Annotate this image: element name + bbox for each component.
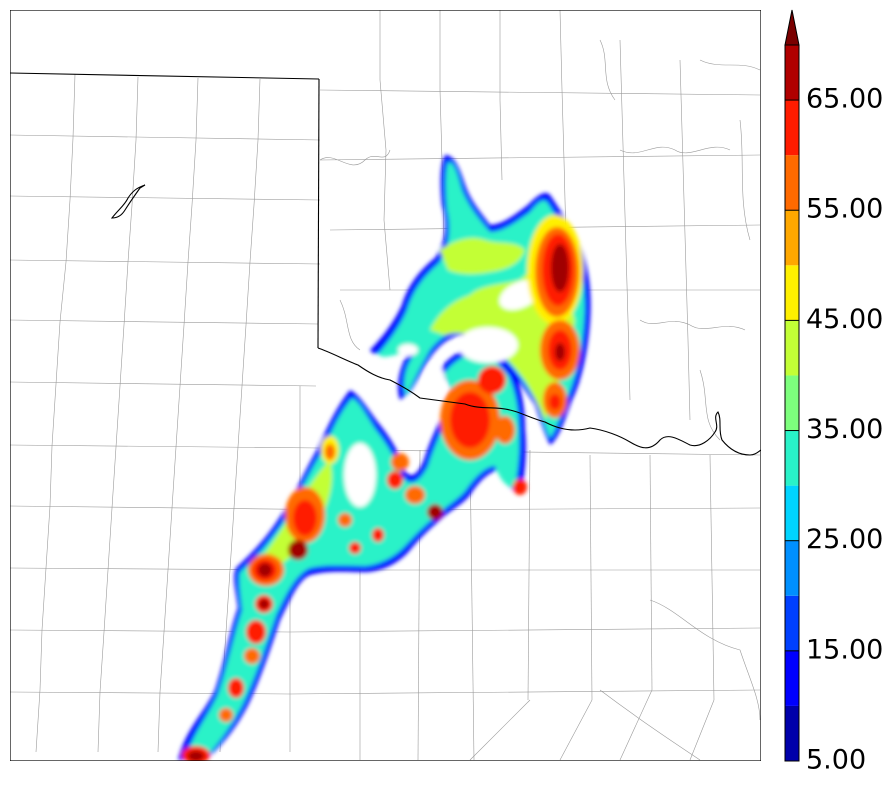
state-line-panhandle-east — [317, 78, 320, 349]
field-hole — [344, 443, 376, 507]
field-cells — [182, 215, 583, 761]
map-background — [10, 10, 761, 761]
colorbar-bin — [785, 705, 799, 761]
colorbar-tick-label: 15.00 — [806, 634, 883, 665]
field-band-mid — [185, 351, 520, 760]
colorbar: 5.00 15.00 25.00 35.00 45.00 55.00 65.00 — [784, 9, 883, 776]
contour-field — [178, 155, 591, 761]
colorbar-bin — [785, 155, 799, 211]
colorbar-tick-label: 45.00 — [806, 304, 883, 335]
field-hole — [425, 364, 445, 400]
colorbar-bin — [785, 265, 799, 321]
colorbar-bin — [785, 45, 799, 101]
state-line-panhandle-north — [10, 72, 320, 80]
colorbar-tick-label: 35.00 — [806, 414, 883, 445]
colorbar-tick-label: 25.00 — [806, 524, 883, 555]
map-panel — [10, 10, 761, 761]
colorbar-extend-triangle — [784, 9, 800, 46]
state-line-red-river — [317, 347, 761, 456]
colorbar-bin — [785, 430, 799, 486]
colorbar-bin — [785, 650, 799, 706]
state-boundaries — [10, 10, 761, 456]
colorbar-tick-label: 5.00 — [806, 745, 866, 776]
colorbar-bin — [785, 100, 799, 156]
colorbar-tick-label: 55.00 — [806, 194, 883, 225]
colorbar-bin — [785, 540, 799, 596]
colorbar-bin — [785, 320, 799, 376]
colorbar-tick-label: 65.00 — [806, 84, 883, 115]
colorbar-bin — [785, 595, 799, 651]
field-band-moderate-2 — [440, 238, 525, 275]
colorbar-bin — [785, 375, 799, 431]
lake-outline — [110, 184, 146, 219]
colorbar-bin — [785, 485, 799, 541]
colorbar-bin — [785, 210, 799, 266]
field-hole — [458, 327, 518, 363]
field-hole — [398, 344, 418, 356]
